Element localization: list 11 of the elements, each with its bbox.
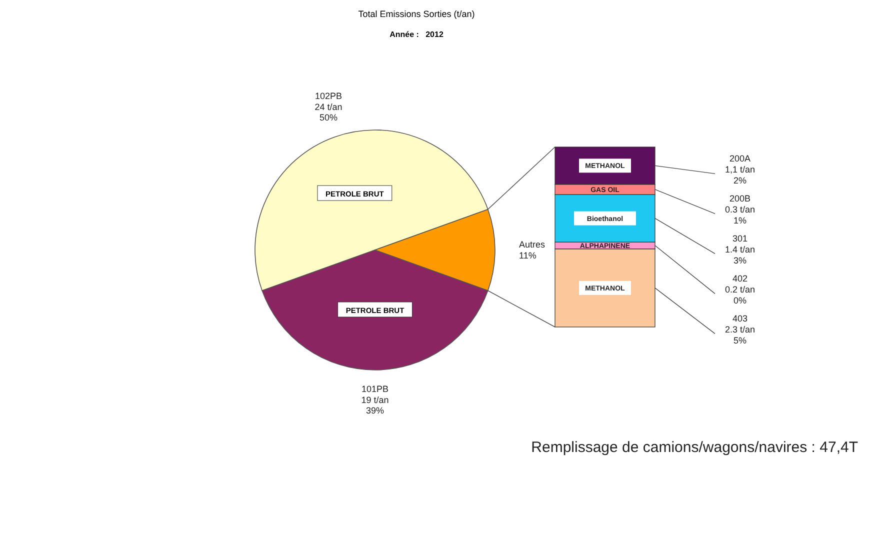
data-label: 101PB 19 t/an 39% — [361, 384, 389, 416]
data-label: 402 0.2 t/an 0% — [724, 274, 756, 306]
data-label: Autres 11% — [519, 240, 546, 260]
data-label: 200A 1,1 t/an 2% — [724, 154, 756, 186]
data-label: 301 1.4 t/an 3% — [724, 234, 756, 266]
data-label: 403 2.3 t/an 5% — [724, 314, 756, 346]
data-label: 102PB 24 t/an 50% — [314, 91, 342, 123]
data-label: 200B 0.3 t/an 1% — [724, 194, 756, 226]
chart-title: Total Emissions Sorties (t/an) — [358, 9, 475, 19]
chart-subtitle: Année : 2012 — [390, 30, 444, 39]
text: Remplissage de camions/wagons/navires : 47,4T — [531, 439, 858, 456]
